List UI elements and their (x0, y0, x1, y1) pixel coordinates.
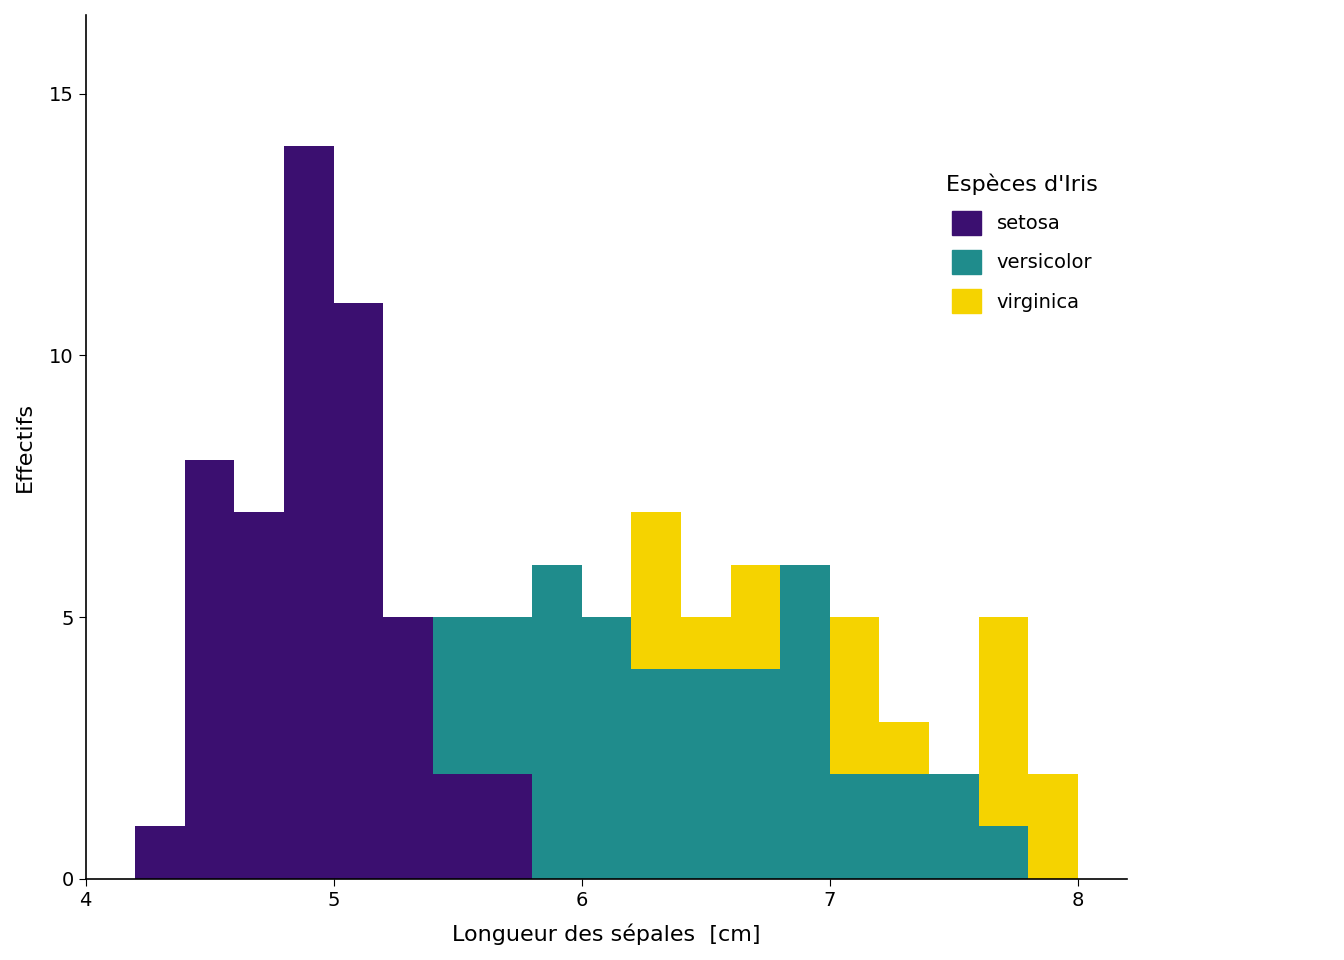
Bar (234, 513, 284, 878)
Bar (1028, 774, 1078, 878)
Bar (780, 564, 829, 878)
Bar (879, 722, 929, 878)
Bar (136, 827, 184, 878)
Bar (731, 564, 780, 878)
X-axis label: Longueur des sépales  [cm]: Longueur des sépales [cm] (452, 924, 761, 945)
Bar (829, 774, 879, 878)
Bar (433, 827, 482, 878)
Bar (731, 669, 780, 878)
Bar (582, 617, 632, 878)
Bar (978, 617, 1028, 878)
Bar (284, 774, 333, 878)
Bar (978, 827, 1028, 878)
Bar (879, 774, 929, 878)
Legend: setosa, versicolor, virginica: setosa, versicolor, virginica (927, 155, 1118, 332)
Bar (929, 827, 978, 878)
Bar (333, 303, 383, 878)
Bar (284, 146, 333, 878)
Bar (333, 774, 383, 878)
Y-axis label: Effectifs: Effectifs (15, 402, 35, 492)
Bar (681, 617, 731, 878)
Bar (632, 669, 681, 878)
Bar (829, 617, 879, 878)
Bar (532, 774, 582, 878)
Bar (433, 774, 482, 878)
Bar (482, 617, 532, 878)
Bar (929, 774, 978, 878)
Bar (383, 617, 433, 878)
Bar (532, 564, 582, 878)
Bar (632, 513, 681, 878)
Bar (582, 669, 632, 878)
Bar (482, 774, 532, 878)
Bar (433, 617, 482, 878)
Bar (780, 669, 829, 878)
Bar (284, 827, 333, 878)
Bar (482, 669, 532, 878)
Bar (184, 460, 234, 878)
Bar (681, 669, 731, 878)
